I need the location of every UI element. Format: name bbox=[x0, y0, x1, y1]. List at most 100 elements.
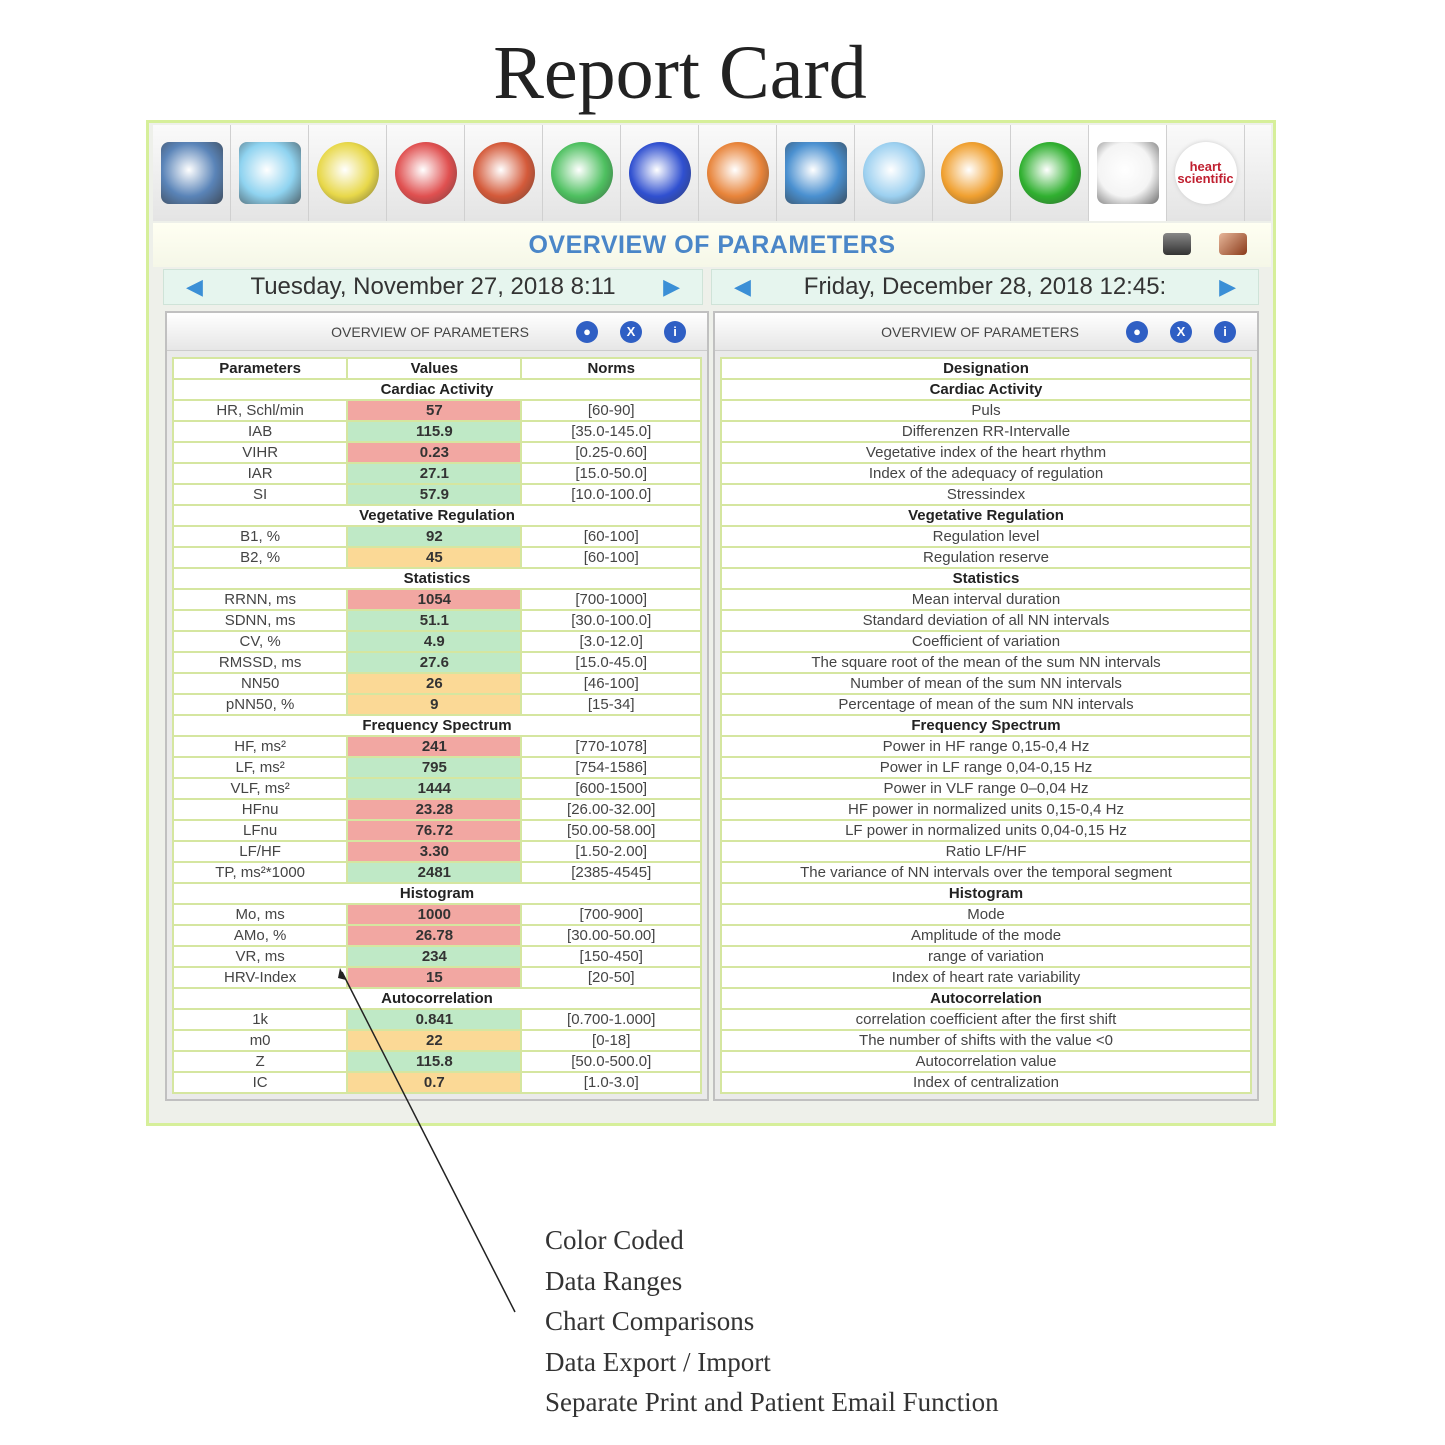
parameter-name: VLF, ms² bbox=[171, 777, 349, 800]
prev-date-arrow-icon[interactable]: ◀ bbox=[186, 274, 203, 299]
export-icon[interactable]: X bbox=[1170, 320, 1192, 343]
parameter-norm: [0.25-0.60] bbox=[520, 441, 702, 464]
parameter-name: AMo, % bbox=[171, 924, 349, 947]
table-row: LFnu 76.72 [50.00-58.00] bbox=[171, 819, 702, 842]
section-title: Autocorrelation bbox=[720, 987, 1252, 1010]
bar-chart-icon bbox=[1096, 142, 1159, 204]
chakra-stack-icon bbox=[550, 142, 613, 204]
export-icon[interactable]: X bbox=[620, 320, 642, 343]
table-row: B2, % 45 [60-100] bbox=[171, 546, 702, 569]
parameter-norm: [700-900] bbox=[520, 903, 702, 926]
section-title: Frequency Spectrum bbox=[720, 714, 1252, 737]
section-title: Autocorrelation bbox=[172, 987, 702, 1010]
table-row: Mode bbox=[720, 903, 1252, 926]
feature-item: Data Export / Import bbox=[545, 1346, 771, 1377]
parameter-designation: The square root of the mean of the sum N… bbox=[720, 651, 1252, 674]
column-header: Values bbox=[346, 357, 523, 380]
parameter-designation: Regulation level bbox=[720, 525, 1252, 548]
prev-date-arrow-icon[interactable]: ◀ bbox=[734, 274, 751, 299]
table-row: IC 0.7 [1.0-3.0] bbox=[171, 1071, 702, 1094]
table-row: RMSSD, ms 27.6 [15.0-45.0] bbox=[171, 651, 702, 674]
parameter-designation: Regulation reserve bbox=[720, 546, 1252, 569]
toolbar-tab[interactable] bbox=[699, 125, 777, 221]
toolbar-tab[interactable] bbox=[621, 125, 699, 221]
parameter-norm: [35.0-145.0] bbox=[520, 420, 702, 443]
table-row: Power in HF range 0,15-0,4 Hz bbox=[720, 735, 1252, 758]
chat-icon[interactable]: ● bbox=[576, 320, 598, 343]
printer-icon[interactable] bbox=[1163, 233, 1191, 255]
table-row: NN50 26 [46-100] bbox=[171, 672, 702, 695]
table-row: The square root of the mean of the sum N… bbox=[720, 651, 1252, 674]
section-title: OVERVIEW OF PARAMETERS bbox=[528, 231, 896, 259]
toolbar-tab[interactable] bbox=[1011, 125, 1089, 221]
table-row: Puls bbox=[720, 399, 1252, 422]
toolbar-tab[interactable] bbox=[1089, 125, 1167, 221]
parameter-name: HRV-Index bbox=[171, 966, 349, 989]
toolbar-tab[interactable] bbox=[231, 125, 309, 221]
yin-yang-icon bbox=[1018, 142, 1081, 204]
parameter-value: 234 bbox=[346, 945, 523, 968]
table-row: HR, Schl/min 57 [60-90] bbox=[171, 399, 702, 422]
parameter-norm: [15.0-45.0] bbox=[520, 651, 702, 674]
table-row: Differenzen RR-Intervalle bbox=[720, 420, 1252, 443]
info-icon[interactable]: i bbox=[1214, 320, 1236, 343]
parameter-designation: Index of the adequacy of regulation bbox=[720, 462, 1252, 485]
section-row: Autocorrelation bbox=[172, 987, 702, 1010]
parameter-norm: [600-1500] bbox=[520, 777, 702, 800]
parameter-designation: HF power in normalized units 0,15-0,4 Hz bbox=[720, 798, 1252, 821]
parameter-norm: [15.0-50.0] bbox=[520, 462, 702, 485]
book-icon[interactable] bbox=[1219, 233, 1247, 255]
parameter-name: HFnu bbox=[171, 798, 349, 821]
feature-item: Color Coded bbox=[545, 1225, 684, 1255]
parameter-designation: correlation coefficient after the first … bbox=[720, 1008, 1252, 1031]
table-row: IAR 27.1 [15.0-50.0] bbox=[171, 462, 702, 485]
toolbar-tab[interactable] bbox=[933, 125, 1011, 221]
parameter-designation: Power in HF range 0,15-0,4 Hz bbox=[720, 735, 1252, 758]
section-header: OVERVIEW OF PARAMETERS bbox=[153, 223, 1271, 267]
parameter-name: NN50 bbox=[171, 672, 349, 695]
toolbar-tab[interactable] bbox=[309, 125, 387, 221]
parameter-norm: [20-50] bbox=[520, 966, 702, 989]
table-row: RRNN, ms 1054 [700-1000] bbox=[171, 588, 702, 611]
parameter-designation: The variance of NN intervals over the te… bbox=[720, 861, 1252, 884]
toolbar-tab[interactable] bbox=[855, 125, 933, 221]
toolbar-tab[interactable]: heart scientific bbox=[1167, 125, 1245, 221]
toolbar-tab[interactable] bbox=[465, 125, 543, 221]
table-row: HRV-Index 15 [20-50] bbox=[171, 966, 702, 989]
table-row: The number of shifts with the value <0 bbox=[720, 1029, 1252, 1052]
feature-item: Data Ranges bbox=[545, 1265, 683, 1296]
toolbar-tab[interactable] bbox=[387, 125, 465, 221]
toolbar-tab[interactable] bbox=[543, 125, 621, 221]
parameter-designation: Autocorrelation value bbox=[720, 1050, 1252, 1073]
parameter-norm: [770-1078] bbox=[520, 735, 702, 758]
parameter-value: 57.9 bbox=[346, 483, 523, 506]
next-date-arrow-icon[interactable]: ▶ bbox=[663, 274, 680, 299]
toolbar-tab[interactable] bbox=[777, 125, 855, 221]
toolbar-tab[interactable] bbox=[153, 125, 231, 221]
parameter-designation: Index of centralization bbox=[720, 1071, 1252, 1094]
parameter-name: LFnu bbox=[171, 819, 349, 842]
chat-icon[interactable]: ● bbox=[1126, 320, 1148, 343]
parameter-designation: Mean interval duration bbox=[720, 588, 1252, 611]
table-row: HF, ms² 241 [770-1078] bbox=[171, 735, 702, 758]
table-row: LF power in normalized units 0,04-0,15 H… bbox=[720, 819, 1252, 842]
parameter-name: LF/HF bbox=[171, 840, 349, 863]
table-row: HF power in normalized units 0,15-0,4 Hz bbox=[720, 798, 1252, 821]
next-date-arrow-icon[interactable]: ▶ bbox=[1219, 274, 1236, 299]
section-row: Frequency Spectrum bbox=[172, 714, 702, 737]
table-row: Index of centralization bbox=[720, 1071, 1252, 1094]
parameter-designation: Coefficient of variation bbox=[720, 630, 1252, 653]
table-row: IAB 115.9 [35.0-145.0] bbox=[171, 420, 702, 443]
parameter-norm: [150-450] bbox=[520, 945, 702, 968]
section-title: Cardiac Activity bbox=[720, 378, 1252, 401]
table-row: Regulation level bbox=[720, 525, 1252, 548]
section-title: Cardiac Activity bbox=[172, 378, 702, 401]
om-symbol-icon bbox=[940, 142, 1003, 204]
table-row: HFnu 23.28 [26.00-32.00] bbox=[171, 798, 702, 821]
parameter-name: IC bbox=[171, 1071, 349, 1094]
parameter-designation: Differenzen RR-Intervalle bbox=[720, 420, 1252, 443]
info-icon[interactable]: i bbox=[664, 320, 686, 343]
parameter-value: 92 bbox=[346, 525, 523, 548]
